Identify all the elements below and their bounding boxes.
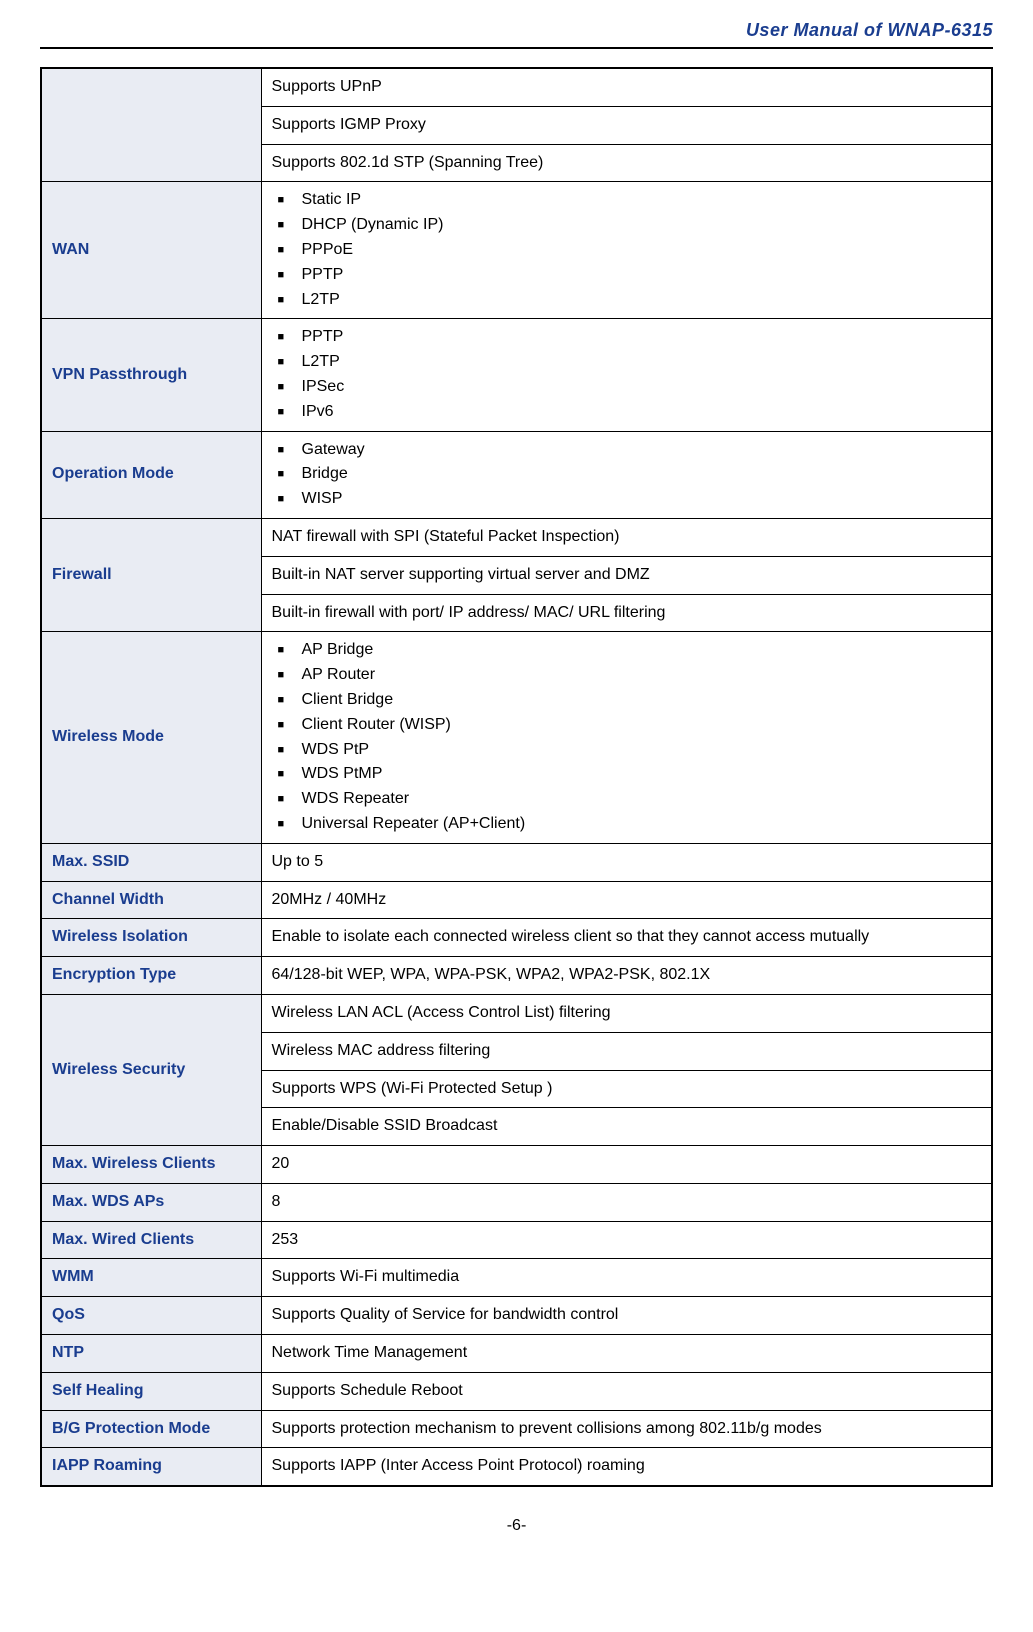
row-value: Wireless LAN ACL (Access Control List) f…: [261, 994, 992, 1032]
row-label: Self Healing: [41, 1372, 261, 1410]
row-value: Supports IGMP Proxy: [261, 106, 992, 144]
bullet-item: Static IP: [302, 188, 982, 213]
bullet-list: Static IPDHCP (Dynamic IP)PPPoEPPTPL2TP: [272, 188, 982, 312]
row-value: Supports Schedule Reboot: [261, 1372, 992, 1410]
row-label: Max. Wireless Clients: [41, 1146, 261, 1184]
row-label: Max. WDS APs: [41, 1183, 261, 1221]
row-value: Supports WPS (Wi-Fi Protected Setup ): [261, 1070, 992, 1108]
bullet-item: WISP: [302, 487, 982, 512]
row-value: Static IPDHCP (Dynamic IP)PPPoEPPTPL2TP: [261, 182, 992, 319]
row-label: [41, 68, 261, 182]
bullet-item: IPv6: [302, 400, 982, 425]
bullet-item: AP Router: [302, 663, 982, 688]
row-label: QoS: [41, 1297, 261, 1335]
bullet-item: WDS PtMP: [302, 762, 982, 787]
bullet-list: PPTPL2TPIPSecIPv6: [272, 325, 982, 424]
row-value: GatewayBridgeWISP: [261, 431, 992, 518]
bullet-item: Client Router (WISP): [302, 713, 982, 738]
row-label: Max. SSID: [41, 843, 261, 881]
row-label: Firewall: [41, 518, 261, 631]
bullet-item: L2TP: [302, 288, 982, 313]
row-value: Up to 5: [261, 843, 992, 881]
row-value: Supports 802.1d STP (Spanning Tree): [261, 144, 992, 182]
row-value: Supports UPnP: [261, 68, 992, 106]
row-value: 64/128-bit WEP, WPA, WPA-PSK, WPA2, WPA2…: [261, 957, 992, 995]
bullet-item: WDS Repeater: [302, 787, 982, 812]
row-value: 20MHz / 40MHz: [261, 881, 992, 919]
row-label: Wireless Isolation: [41, 919, 261, 957]
row-value: Supports protection mechanism to prevent…: [261, 1410, 992, 1448]
page-footer: -6-: [40, 1517, 993, 1535]
spec-table-body: Supports UPnPSupports IGMP ProxySupports…: [41, 68, 992, 1486]
page-header-title: User Manual of WNAP-6315: [40, 20, 993, 49]
row-value: Supports IAPP (Inter Access Point Protoc…: [261, 1448, 992, 1486]
row-label: NTP: [41, 1335, 261, 1373]
row-label: Operation Mode: [41, 431, 261, 518]
row-label: WAN: [41, 182, 261, 319]
bullet-item: DHCP (Dynamic IP): [302, 213, 982, 238]
row-label: WMM: [41, 1259, 261, 1297]
row-label: Max. Wired Clients: [41, 1221, 261, 1259]
bullet-item: Universal Repeater (AP+Client): [302, 812, 982, 837]
row-label: B/G Protection Mode: [41, 1410, 261, 1448]
bullet-item: WDS PtP: [302, 738, 982, 763]
row-label: Channel Width: [41, 881, 261, 919]
spec-table: Supports UPnPSupports IGMP ProxySupports…: [40, 67, 993, 1487]
row-value: Network Time Management: [261, 1335, 992, 1373]
row-value: 20: [261, 1146, 992, 1184]
bullet-item: Bridge: [302, 462, 982, 487]
bullet-list: AP BridgeAP RouterClient BridgeClient Ro…: [272, 638, 982, 836]
row-value: 8: [261, 1183, 992, 1221]
row-value: NAT firewall with SPI (Stateful Packet I…: [261, 518, 992, 556]
row-value: Enable/Disable SSID Broadcast: [261, 1108, 992, 1146]
bullet-item: AP Bridge: [302, 638, 982, 663]
bullet-item: L2TP: [302, 350, 982, 375]
row-value: 253: [261, 1221, 992, 1259]
row-value: Wireless MAC address filtering: [261, 1032, 992, 1070]
bullet-item: IPSec: [302, 375, 982, 400]
bullet-item: PPPoE: [302, 238, 982, 263]
row-label: IAPP Roaming: [41, 1448, 261, 1486]
bullet-item: PPTP: [302, 263, 982, 288]
row-label: Wireless Mode: [41, 632, 261, 843]
row-label: Wireless Security: [41, 994, 261, 1145]
bullet-item: PPTP: [302, 325, 982, 350]
row-value: Enable to isolate each connected wireles…: [261, 919, 992, 957]
row-value: Built-in firewall with port/ IP address/…: [261, 594, 992, 632]
bullet-list: GatewayBridgeWISP: [272, 438, 982, 512]
row-value: Built-in NAT server supporting virtual s…: [261, 556, 992, 594]
row-label: VPN Passthrough: [41, 319, 261, 431]
row-value: Supports Quality of Service for bandwidt…: [261, 1297, 992, 1335]
row-value: Supports Wi-Fi multimedia: [261, 1259, 992, 1297]
bullet-item: Gateway: [302, 438, 982, 463]
row-value: AP BridgeAP RouterClient BridgeClient Ro…: [261, 632, 992, 843]
row-label: Encryption Type: [41, 957, 261, 995]
bullet-item: Client Bridge: [302, 688, 982, 713]
row-value: PPTPL2TPIPSecIPv6: [261, 319, 992, 431]
